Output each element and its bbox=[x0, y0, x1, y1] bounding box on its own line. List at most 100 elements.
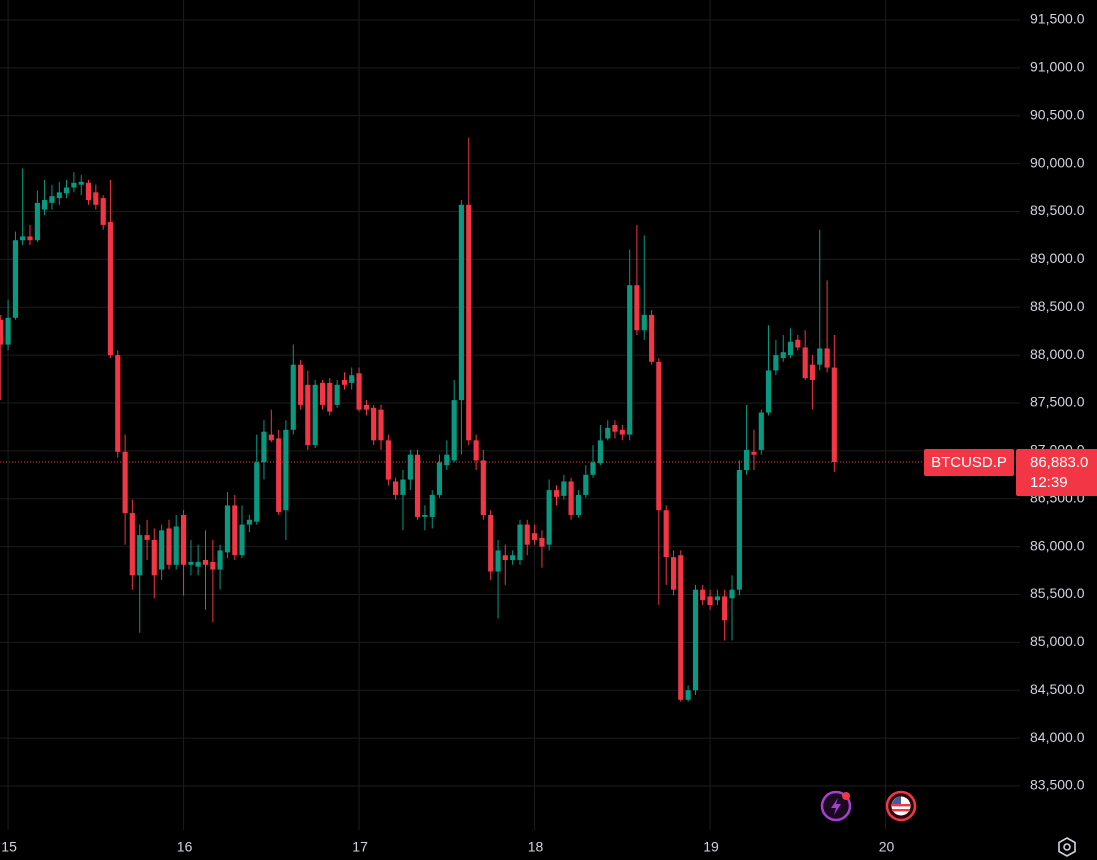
candle-body bbox=[692, 589, 699, 691]
candle-body bbox=[458, 204, 464, 401]
candle-body bbox=[195, 561, 201, 567]
candle-body bbox=[341, 380, 348, 385]
candle-body bbox=[707, 596, 713, 606]
candle-body bbox=[34, 202, 40, 241]
candle-body bbox=[349, 375, 355, 383]
candle-body bbox=[71, 182, 77, 188]
candle-body bbox=[371, 407, 377, 441]
candle-body bbox=[254, 462, 260, 522]
candle-body bbox=[166, 528, 172, 565]
candle-body bbox=[670, 557, 677, 590]
candle-body bbox=[268, 434, 274, 441]
candle-body bbox=[429, 494, 435, 517]
candle-body bbox=[129, 513, 135, 576]
candle-body bbox=[787, 341, 794, 356]
candle-body bbox=[627, 285, 633, 435]
candle-body bbox=[568, 481, 574, 516]
symbol-tag-label: BTCUSD.P bbox=[931, 454, 1007, 471]
candle-body bbox=[422, 515, 428, 517]
candle-body bbox=[765, 370, 772, 413]
candle-body bbox=[305, 384, 311, 446]
y-tick-label: 86,000.0 bbox=[1030, 537, 1085, 553]
alert-icon-bolt[interactable] bbox=[831, 798, 841, 815]
candle-body bbox=[334, 384, 340, 405]
candle-body bbox=[378, 409, 384, 441]
candle-body bbox=[63, 187, 70, 194]
y-tick-label: 85,500.0 bbox=[1030, 585, 1085, 601]
candles bbox=[0, 137, 837, 702]
candle-body bbox=[56, 192, 62, 199]
candle-body bbox=[685, 690, 691, 700]
candle-body bbox=[319, 382, 326, 405]
candle-body bbox=[0, 319, 4, 345]
candle-body bbox=[137, 535, 143, 576]
candle-body bbox=[488, 515, 494, 572]
x-tick-label: 15 bbox=[1, 839, 17, 855]
candle-body bbox=[634, 285, 640, 331]
settings-center[interactable] bbox=[1063, 843, 1071, 851]
candle-body bbox=[480, 460, 486, 516]
candle-body bbox=[524, 524, 530, 545]
candle-body bbox=[729, 589, 735, 599]
candle-body bbox=[122, 451, 128, 514]
candle-body bbox=[407, 454, 413, 480]
candle-body bbox=[27, 236, 33, 241]
candle-body bbox=[385, 440, 391, 480]
flag-icon-canton[interactable] bbox=[892, 796, 901, 805]
candle-body bbox=[502, 555, 508, 561]
candle-body bbox=[656, 361, 662, 511]
price-tag-label: 86,883.0 bbox=[1030, 454, 1088, 471]
x-tick-label: 16 bbox=[177, 839, 193, 855]
candle-body bbox=[736, 470, 742, 590]
candle-body bbox=[151, 539, 157, 576]
candle-body bbox=[276, 438, 282, 513]
y-tick-label: 85,000.0 bbox=[1030, 633, 1085, 649]
candle-body bbox=[85, 182, 92, 201]
flag-icon[interactable] bbox=[885, 790, 917, 822]
candle-body bbox=[363, 404, 370, 410]
candle-body bbox=[619, 429, 625, 435]
y-tick-label: 88,500.0 bbox=[1030, 298, 1085, 314]
candle-body bbox=[107, 222, 113, 356]
candle-body bbox=[722, 596, 728, 621]
candle-body bbox=[678, 555, 684, 700]
settings-hexagon[interactable] bbox=[1058, 837, 1076, 857]
candle-body bbox=[451, 400, 457, 461]
candle-body bbox=[41, 200, 48, 210]
candle-body bbox=[663, 510, 669, 558]
flag-icon-stripe[interactable] bbox=[892, 804, 910, 807]
y-tick-label: 87,500.0 bbox=[1030, 394, 1085, 410]
candle-body bbox=[751, 451, 757, 455]
candle-body bbox=[180, 515, 187, 565]
candle-body bbox=[356, 373, 362, 410]
candle-body bbox=[714, 596, 721, 601]
candle-body bbox=[159, 530, 165, 570]
candle-body bbox=[239, 524, 245, 556]
candle-body bbox=[773, 355, 779, 371]
candle-body bbox=[400, 479, 406, 495]
candle-body bbox=[100, 198, 106, 225]
alert-icon-dot[interactable] bbox=[842, 792, 850, 800]
candle-body bbox=[795, 339, 801, 348]
y-tick-label: 88,000.0 bbox=[1030, 346, 1085, 362]
candle-body bbox=[809, 364, 815, 381]
settings-icon[interactable] bbox=[1058, 837, 1076, 857]
candle-body bbox=[553, 490, 560, 497]
candle-body bbox=[780, 352, 786, 358]
x-tick-label: 18 bbox=[528, 839, 544, 855]
candle-body bbox=[561, 481, 567, 496]
x-tick-label: 20 bbox=[879, 839, 895, 855]
candle-body bbox=[831, 367, 837, 463]
flag-icon-stripe[interactable] bbox=[892, 809, 910, 812]
candle-body bbox=[597, 440, 603, 464]
y-tick-label: 89,500.0 bbox=[1030, 202, 1085, 218]
candle-body bbox=[224, 505, 231, 553]
symbol-tag bbox=[924, 449, 1014, 477]
candle-body bbox=[93, 192, 99, 205]
candle-body bbox=[115, 355, 121, 452]
x-tick-label: 19 bbox=[703, 839, 719, 855]
candle-body bbox=[210, 561, 216, 570]
alert-icon[interactable] bbox=[820, 790, 852, 822]
candle-body bbox=[612, 425, 618, 432]
